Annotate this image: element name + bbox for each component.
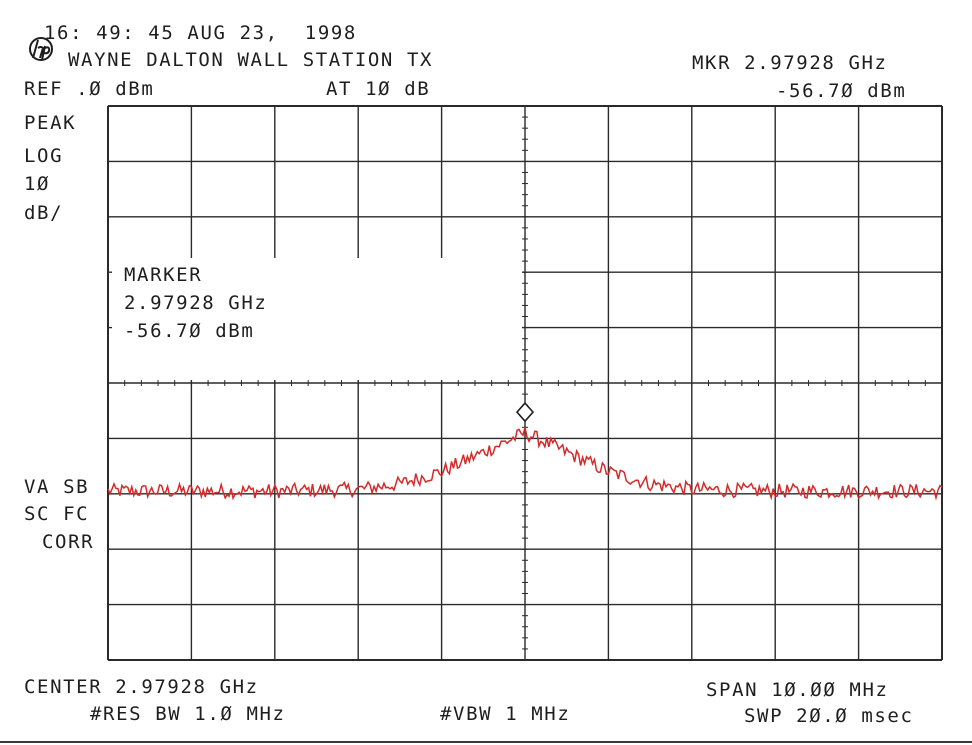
resolution-bandwidth: #RES BW 1.Ø MHz: [90, 703, 286, 725]
scale-unit-label: dB/: [24, 202, 64, 224]
detector-label: PEAK: [24, 112, 77, 134]
marker-layer: [515, 401, 535, 423]
diamond-marker-icon: [515, 401, 535, 423]
marker-box-title: MARKER: [124, 264, 203, 286]
page-edge-line: [0, 741, 972, 743]
chart-grid: [107, 105, 943, 661]
sweep-time: SWP 2Ø.Ø msec: [744, 705, 914, 727]
attenuation: AT 1Ø dB: [326, 78, 431, 100]
marker-frequency: MKR 2.97928 GHz: [692, 52, 888, 74]
marker-readout-box: MARKER 2.97928 GHz -56.7Ø dBm: [112, 258, 522, 380]
center-frequency: CENTER 2.97928 GHz: [24, 676, 259, 698]
ref-level: REF .Ø dBm: [24, 78, 155, 100]
scale-value-label: 1Ø: [24, 173, 51, 195]
sc-fc-label: SC FC: [24, 503, 90, 525]
hp-logo-icon: [29, 37, 53, 61]
va-sb-label: VA SB: [24, 476, 90, 498]
video-bandwidth: #VBW 1 MHz: [440, 703, 571, 725]
corr-label: CORR: [42, 531, 95, 553]
marker-level: -56.7Ø dBm: [776, 80, 907, 102]
marker-box-frequency: 2.97928 GHz: [124, 292, 268, 314]
span: SPAN 1Ø.ØØ MHz: [706, 679, 889, 701]
marker-box-level: -56.7Ø dBm: [124, 320, 255, 342]
trace-line: [107, 427, 943, 501]
spectrum-trace: [107, 427, 943, 501]
scale-mode-label: LOG: [24, 145, 64, 167]
timestamp: 16: 49: 45 AUG 23, 1998: [44, 22, 357, 44]
station-title: WAYNE DALTON WALL STATION TX: [68, 49, 434, 71]
